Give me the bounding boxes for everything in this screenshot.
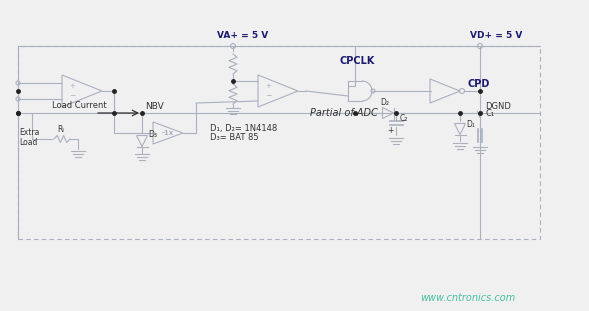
Text: DGND: DGND: [485, 102, 511, 111]
Text: D₁, D₂= 1N4148: D₁, D₂= 1N4148: [210, 124, 277, 133]
Text: Rₗ: Rₗ: [57, 125, 64, 134]
Text: +: +: [388, 126, 394, 135]
Text: D₃: D₃: [148, 130, 157, 139]
Text: VA+ = 5 V: VA+ = 5 V: [217, 31, 268, 40]
Text: D₁: D₁: [466, 120, 475, 129]
Text: -1x: -1x: [162, 130, 174, 136]
Text: −: −: [265, 91, 271, 100]
Text: NBV: NBV: [145, 102, 164, 111]
Text: C₁: C₁: [485, 109, 494, 118]
Text: CPCLK: CPCLK: [340, 56, 375, 66]
Text: Partial of ADC: Partial of ADC: [310, 108, 378, 118]
Text: D₂: D₂: [380, 98, 389, 107]
Text: www.cntronics.com: www.cntronics.com: [420, 293, 515, 303]
Text: Extra
Load: Extra Load: [19, 128, 39, 147]
Text: +: +: [265, 83, 271, 89]
Text: −: −: [69, 91, 75, 100]
Text: VD+ = 5 V: VD+ = 5 V: [470, 31, 522, 40]
Text: Load Current: Load Current: [52, 101, 107, 110]
Text: CPD: CPD: [467, 79, 489, 89]
Text: C₂: C₂: [400, 114, 408, 123]
Text: D₃= BAT 85: D₃= BAT 85: [210, 133, 259, 142]
Text: +: +: [69, 83, 75, 89]
